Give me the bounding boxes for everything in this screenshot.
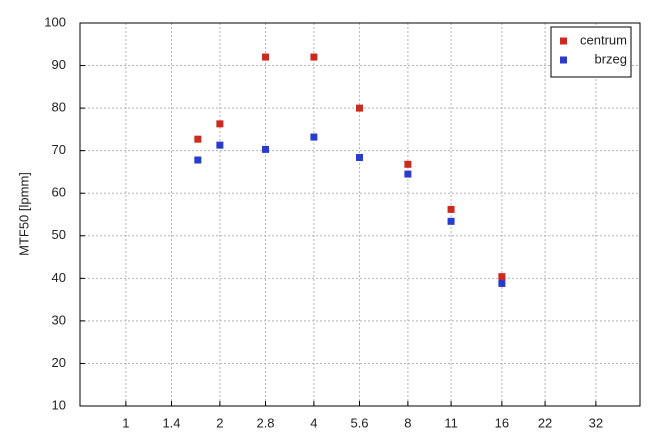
x-tick-label: 22 xyxy=(538,415,552,430)
y-tick-label: 60 xyxy=(52,185,66,200)
x-tick-label: 8 xyxy=(404,415,411,430)
point xyxy=(310,53,318,61)
point xyxy=(262,53,270,61)
y-tick-label: 40 xyxy=(52,270,66,285)
legend-marker xyxy=(560,37,567,45)
legend-label: brzeg xyxy=(594,51,627,66)
point xyxy=(262,145,270,153)
y-tick-label: 90 xyxy=(52,57,66,72)
x-tick-label: 2 xyxy=(216,415,223,430)
x-tick-label: 5.6 xyxy=(350,415,368,430)
plot-frame xyxy=(79,22,641,407)
x-tick-label: 2.8 xyxy=(256,415,274,430)
legend-marker xyxy=(560,56,567,64)
y-tick-label: 20 xyxy=(52,355,66,370)
point xyxy=(216,141,224,149)
point xyxy=(216,120,224,128)
legend-box xyxy=(550,26,632,78)
point xyxy=(356,104,364,112)
x-tick-label: 4 xyxy=(310,415,317,430)
y-axis-label: MTF50 [lpmm] xyxy=(16,172,31,256)
point xyxy=(356,153,364,161)
y-tick-label: 10 xyxy=(52,397,66,412)
point xyxy=(310,133,318,141)
y-tick-label: 30 xyxy=(52,312,66,327)
point xyxy=(498,273,506,281)
point xyxy=(447,205,455,213)
point xyxy=(194,135,202,143)
point xyxy=(498,279,506,287)
x-tick-label: 1 xyxy=(122,415,129,430)
point xyxy=(447,217,455,225)
y-tick-label: 100 xyxy=(44,14,66,29)
x-tick-label: 11 xyxy=(444,415,458,430)
x-tick-label: 32 xyxy=(589,415,603,430)
legend: centrum brzeg xyxy=(550,26,632,78)
point xyxy=(404,160,412,168)
legend-label: centrum xyxy=(580,32,627,47)
x-tick-label: 16 xyxy=(495,415,509,430)
point xyxy=(404,170,412,178)
y-tick-label: 50 xyxy=(52,227,66,242)
y-tick-label: 70 xyxy=(52,142,66,157)
point xyxy=(194,156,202,164)
y-tick-label: 80 xyxy=(52,100,66,115)
x-tick-label: 1.4 xyxy=(162,415,180,430)
